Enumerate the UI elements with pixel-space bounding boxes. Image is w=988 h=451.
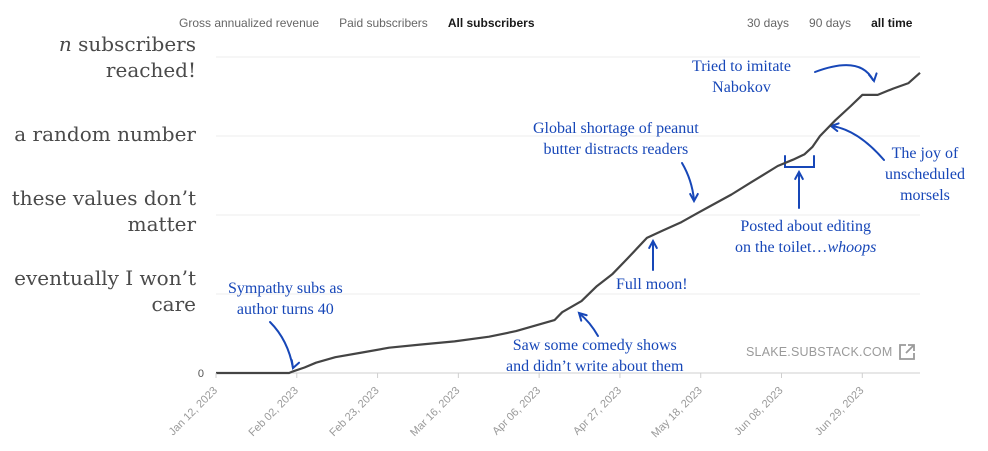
- metric-tabs: Gross annualized revenue Paid subscriber…: [179, 16, 535, 30]
- tab-all-time[interactable]: all time: [871, 16, 913, 30]
- range-tabs: 30 days 90 days all time: [747, 16, 912, 30]
- series-line: [216, 71, 921, 375]
- y-tick-label-4-line-1: eventually I won’t: [14, 266, 196, 290]
- y-tick-label-1-line-1: subscribers: [71, 32, 196, 56]
- annotation-peanut-butter: Global shortage of peanut butter distrac…: [533, 118, 699, 160]
- annotation-arrows: [269, 64, 885, 370]
- x-tick-label: Jun 29, 2023: [813, 385, 866, 438]
- y-tick-label-3: these values don’t matter: [12, 185, 196, 237]
- annotation-line: on the toilet…whoops: [735, 237, 876, 258]
- annotation-line: Tried to imitate: [692, 58, 791, 75]
- x-tick-label: Mar 16, 2023: [408, 385, 462, 439]
- x-tick-label: Apr 27, 2023: [571, 385, 624, 438]
- annotation-arrowhead: [290, 359, 301, 370]
- annotation-line-text: on the toilet…: [735, 239, 828, 256]
- x-tick-label: Feb 02, 2023: [247, 385, 301, 439]
- annotation-arrow: [269, 321, 294, 369]
- x-tick-label: Jan 12, 2023: [167, 385, 220, 438]
- tab-30-days[interactable]: 30 days: [747, 16, 790, 30]
- annotation-line: author turns 40: [236, 301, 334, 318]
- annotation-line: Posted about editing: [740, 218, 871, 235]
- annotation-comedy-shows: Saw some comedy shows and didn’t write a…: [506, 335, 683, 377]
- y-tick-label-1-prefix: n: [58, 32, 72, 56]
- y-zero-tick-label: 0: [198, 368, 204, 380]
- annotation-line: and didn’t write about them: [506, 358, 684, 375]
- annotation-line: Saw some comedy shows: [512, 337, 677, 354]
- external-link-icon: [899, 344, 916, 360]
- annotation-arrowhead: [689, 192, 699, 204]
- annotation-line: Full moon!: [616, 276, 688, 293]
- y-tick-label-4: eventually I won’t care: [14, 265, 196, 317]
- annotation-bracket: [784, 155, 815, 168]
- series-layer: [216, 71, 921, 375]
- x-tick-label: Apr 06, 2023: [490, 385, 543, 438]
- annotation-line: Global shortage of peanut: [533, 120, 699, 137]
- annotation-arrow: [579, 313, 599, 337]
- annotation-line: morsels: [900, 187, 950, 204]
- annotation-full-moon: Full moon!: [616, 274, 688, 295]
- tab-paid-subscribers[interactable]: Paid subscribers: [339, 16, 428, 30]
- annotation-nabokov: Tried to imitate Nabokov: [692, 56, 791, 98]
- tab-gross-annualized-revenue[interactable]: Gross annualized revenue: [179, 16, 320, 30]
- grid: [216, 56, 920, 374]
- y-tick-label-2-line-1: a random number: [14, 122, 196, 146]
- annotation-arrowhead: [577, 311, 588, 322]
- x-axis: Jan 12, 2023 Feb 02, 2023 Feb 23, 2023 Mar …: [167, 373, 866, 441]
- x-tick-label: Feb 23, 2023: [327, 385, 381, 439]
- annotation-line: Nabokov: [712, 79, 771, 96]
- annotation-line: Sympathy subs as: [228, 280, 343, 297]
- annotation-sympathy-subs: Sympathy subs as author turns 40: [228, 278, 343, 320]
- y-tick-label-2: a random number: [14, 121, 196, 147]
- annotation-line: unscheduled: [885, 166, 965, 183]
- y-tick-label-1: n subscribers reached!: [59, 31, 196, 83]
- substack-watermark[interactable]: SLAKE.SUBSTACK.COM: [746, 343, 916, 361]
- x-tick-label: Jun 08, 2023: [732, 385, 785, 438]
- annotation-unscheduled-morsels: The joy of unscheduled morsels: [885, 143, 965, 206]
- annotation-arrowhead: [648, 238, 658, 250]
- annotation-arrow: [814, 64, 874, 81]
- x-tick-label: May 18, 2023: [649, 385, 705, 441]
- watermark-text: SLAKE.SUBSTACK.COM: [746, 345, 893, 359]
- annotation-line: The joy of: [891, 145, 959, 162]
- annotation-arrowhead: [794, 169, 804, 181]
- annotation-arrow: [681, 162, 695, 201]
- annotation-line: butter distracts readers: [543, 141, 689, 158]
- y-tick-label-3-line-1: these values don’t: [11, 186, 196, 210]
- tab-90-days[interactable]: 90 days: [809, 16, 852, 30]
- y-tick-label-3-line-2: matter: [127, 212, 196, 236]
- y-tick-label-1-line-2: reached!: [105, 58, 196, 82]
- y-tick-label-4-line-2: care: [151, 292, 196, 316]
- tab-all-subscribers[interactable]: All subscribers: [447, 16, 535, 30]
- annotation-arrow: [831, 125, 885, 161]
- annotation-editing-toilet: Posted about editing on the toilet…whoop…: [735, 216, 876, 258]
- annotation-arrowhead: [868, 72, 878, 84]
- annotation-italic-suffix: whoops: [827, 239, 877, 256]
